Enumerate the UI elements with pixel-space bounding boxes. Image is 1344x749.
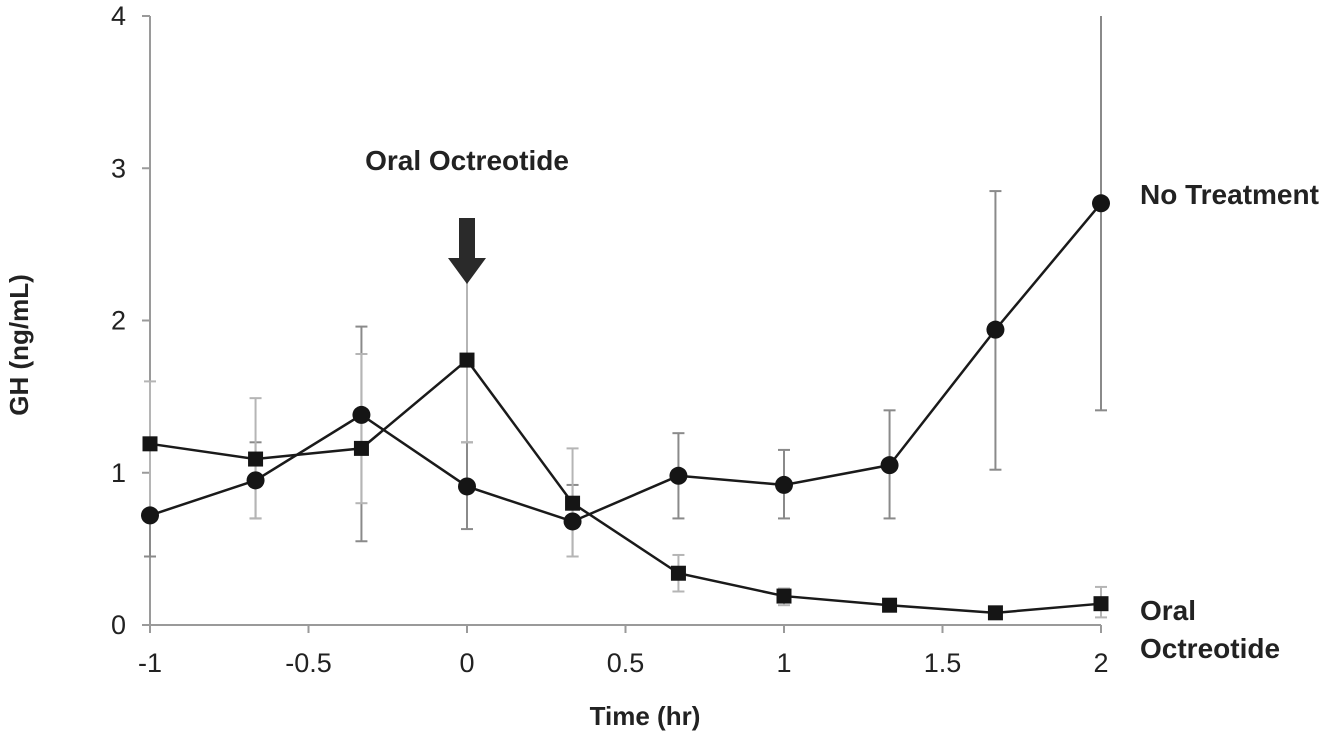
point-no-treatment bbox=[880, 456, 899, 475]
point-oral-octreotide bbox=[459, 352, 475, 368]
point-oral-octreotide bbox=[565, 495, 581, 511]
y-tick-label: 3 bbox=[111, 153, 126, 183]
y-tick-label: 2 bbox=[111, 306, 126, 336]
point-oral-octreotide bbox=[670, 565, 686, 581]
point-oral-octreotide bbox=[987, 605, 1003, 621]
x-tick-label: 1.5 bbox=[924, 648, 962, 678]
point-no-treatment bbox=[246, 471, 265, 490]
oral-octreotide-label-line2: Octreotide bbox=[1140, 633, 1280, 664]
point-no-treatment bbox=[1092, 194, 1110, 213]
y-tick-label: 0 bbox=[111, 610, 126, 640]
error-bars bbox=[144, 16, 1107, 619]
point-no-treatment bbox=[141, 506, 159, 525]
point-oral-octreotide bbox=[776, 588, 792, 604]
point-oral-octreotide bbox=[142, 436, 158, 452]
point-no-treatment bbox=[563, 512, 582, 531]
y-axis-label: GH (ng/mL) bbox=[4, 274, 34, 416]
point-no-treatment bbox=[352, 405, 371, 424]
series-line-oral-octreotide bbox=[149, 358, 1102, 615]
arrow-shaft bbox=[459, 218, 475, 260]
point-oral-octreotide bbox=[248, 451, 264, 467]
point-no-treatment bbox=[669, 466, 688, 485]
error-bar bbox=[355, 352, 368, 505]
x-tick-label: -0.5 bbox=[285, 648, 332, 678]
series-lines bbox=[149, 202, 1102, 615]
arrow-head bbox=[448, 258, 486, 284]
point-no-treatment bbox=[775, 475, 793, 494]
no-treatment-label: No Treatment bbox=[1140, 179, 1319, 210]
x-tick-label: 1 bbox=[776, 648, 791, 678]
point-oral-octreotide bbox=[353, 440, 369, 456]
x-tick-label: 2 bbox=[1093, 648, 1108, 678]
axes: 0 1 2 3 4 -1 -0.5 0 0.5 1 1.5 2 bbox=[111, 1, 1109, 678]
point-oral-octreotide bbox=[882, 597, 898, 613]
oral-octreotide-label-line1: Oral bbox=[1140, 595, 1196, 626]
treatment-arrow-icon bbox=[448, 218, 486, 284]
y-tick-label: 1 bbox=[111, 458, 126, 488]
point-no-treatment bbox=[986, 320, 1005, 339]
x-tick-label: 0 bbox=[459, 648, 474, 678]
y-tick-label: 4 bbox=[111, 1, 126, 31]
arrow-label: Oral Octreotide bbox=[365, 145, 569, 176]
x-tick-label: 0.5 bbox=[607, 648, 645, 678]
series-line-no-treatment bbox=[149, 202, 1102, 523]
point-no-treatment bbox=[458, 477, 476, 496]
x-axis-label: Time (hr) bbox=[590, 701, 701, 731]
point-oral-octreotide bbox=[1093, 596, 1109, 612]
error-bar bbox=[1095, 16, 1107, 412]
x-tick-label: -1 bbox=[138, 648, 162, 678]
series-markers bbox=[141, 194, 1110, 621]
